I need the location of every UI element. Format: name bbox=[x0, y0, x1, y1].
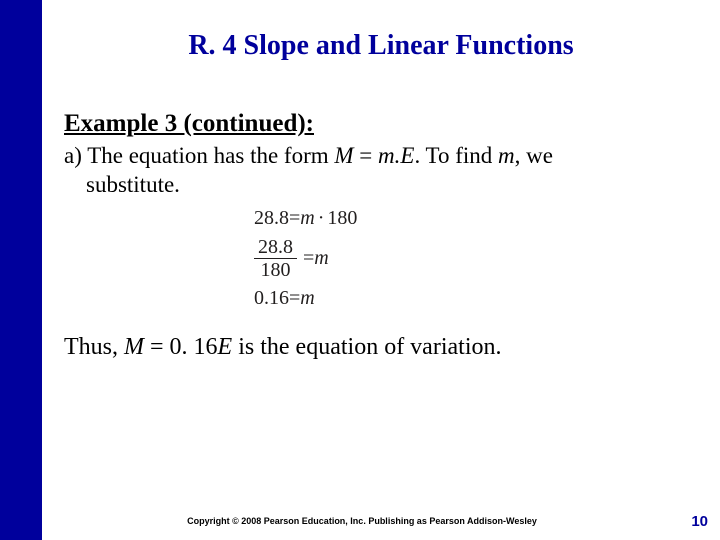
var-M: M bbox=[334, 143, 353, 168]
text-prefix: a) The equation has the form bbox=[64, 143, 334, 168]
conc-tail: is the equation of variation. bbox=[232, 334, 501, 360]
equation-3: 0.16 = m bbox=[254, 286, 690, 312]
eq3-eq: = bbox=[289, 287, 300, 310]
example-heading: Example 3 (continued): bbox=[64, 110, 690, 138]
eq2-num: 28.8 bbox=[254, 236, 297, 258]
equation-2: 28.8 180 = m bbox=[254, 232, 690, 286]
eq1-eq: = bbox=[289, 207, 300, 230]
slide-body: Example 3 (continued): a) The equation h… bbox=[42, 62, 720, 361]
conclusion-line: Thus, M = 0. 16E is the equation of vari… bbox=[64, 334, 690, 361]
eq1-lhs: 28.8 bbox=[254, 207, 289, 230]
var-m: m bbox=[498, 143, 515, 168]
page-number: 10 bbox=[691, 513, 708, 530]
eq3-m: m bbox=[300, 287, 314, 310]
eq1-m: m bbox=[300, 207, 314, 230]
left-sidebar bbox=[0, 0, 42, 540]
conc-mid: = 0. 16 bbox=[144, 334, 218, 360]
eq2-den: 180 bbox=[257, 259, 295, 281]
equation-1: 28.8 = m·180 bbox=[254, 206, 690, 232]
text-after: . To find bbox=[414, 143, 498, 168]
slide-content: R. 4 Slope and Linear Functions Example … bbox=[42, 0, 720, 540]
copyright-footer: Copyright © 2008 Pearson Education, Inc.… bbox=[42, 516, 682, 526]
conc-E: E bbox=[218, 334, 233, 360]
text-eqmid: = bbox=[354, 143, 378, 168]
conc-prefix: Thus, bbox=[64, 334, 124, 360]
eq1-dot: · bbox=[315, 207, 328, 230]
var-mE: m.E bbox=[378, 143, 414, 168]
eq1-rhs: 180 bbox=[327, 207, 357, 230]
eq2-fraction: 28.8 180 bbox=[254, 236, 297, 281]
slide-title: R. 4 Slope and Linear Functions bbox=[42, 0, 720, 62]
text-tail: , we bbox=[515, 143, 553, 168]
eq2-eq: = bbox=[303, 247, 314, 270]
text-indent: substitute. bbox=[64, 171, 690, 200]
example-line-a: a) The equation has the form M = m.E. To… bbox=[64, 142, 690, 200]
eq3-lhs: 0.16 bbox=[254, 287, 289, 310]
eq2-m: m bbox=[314, 247, 328, 270]
equation-block: 28.8 = m·180 28.8 180 = m 0.16 = m bbox=[254, 206, 690, 312]
conc-M: M bbox=[124, 334, 144, 360]
